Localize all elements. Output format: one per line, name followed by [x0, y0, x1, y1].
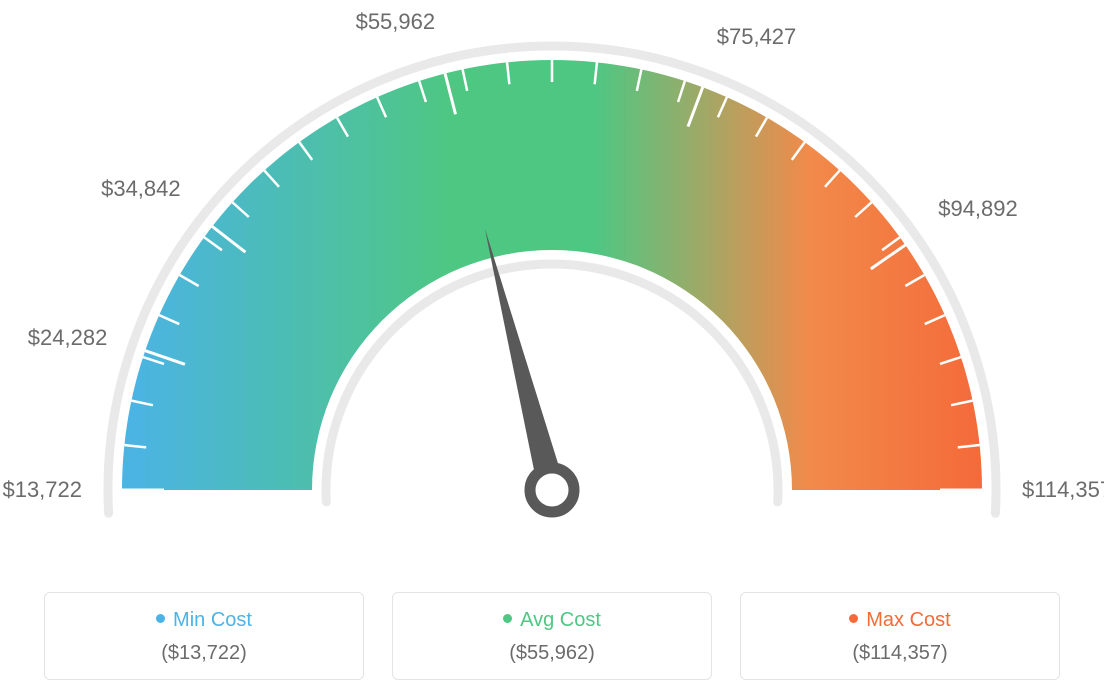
scale-label: $24,282	[28, 325, 108, 351]
legend-title-max: Max Cost	[741, 609, 1059, 632]
legend-title-text: Max Cost	[866, 609, 950, 631]
legend-title-min: Min Cost	[45, 609, 363, 632]
legend-value-min: ($13,722)	[45, 642, 363, 665]
dot-icon	[156, 614, 165, 623]
scale-label: $114,357	[1022, 477, 1104, 503]
legend-value-max: ($114,357)	[741, 642, 1059, 665]
legend-row: Min Cost ($13,722) Avg Cost ($55,962) Ma…	[0, 592, 1104, 680]
legend-value-avg: ($55,962)	[393, 642, 711, 665]
scale-label: $75,427	[717, 24, 797, 50]
gauge-svg	[0, 0, 1104, 540]
chart-container: $13,722 $24,282 $34,842 $55,962 $75,427 $94,8…	[0, 0, 1104, 690]
dot-icon	[503, 614, 512, 623]
legend-title-text: Avg Cost	[520, 609, 601, 631]
scale-label: $55,962	[356, 9, 436, 35]
legend-card-min: Min Cost ($13,722)	[44, 592, 364, 680]
legend-card-avg: Avg Cost ($55,962)	[392, 592, 712, 680]
gauge-area: $13,722 $24,282 $34,842 $55,962 $75,427 $94,8…	[0, 0, 1104, 540]
dot-icon	[849, 614, 858, 623]
legend-title-text: Min Cost	[173, 609, 252, 631]
legend-card-max: Max Cost ($114,357)	[740, 592, 1060, 680]
scale-label: $94,892	[938, 196, 1018, 222]
scale-label: $34,842	[101, 176, 181, 202]
legend-title-avg: Avg Cost	[393, 609, 711, 632]
scale-label: $13,722	[2, 477, 82, 503]
